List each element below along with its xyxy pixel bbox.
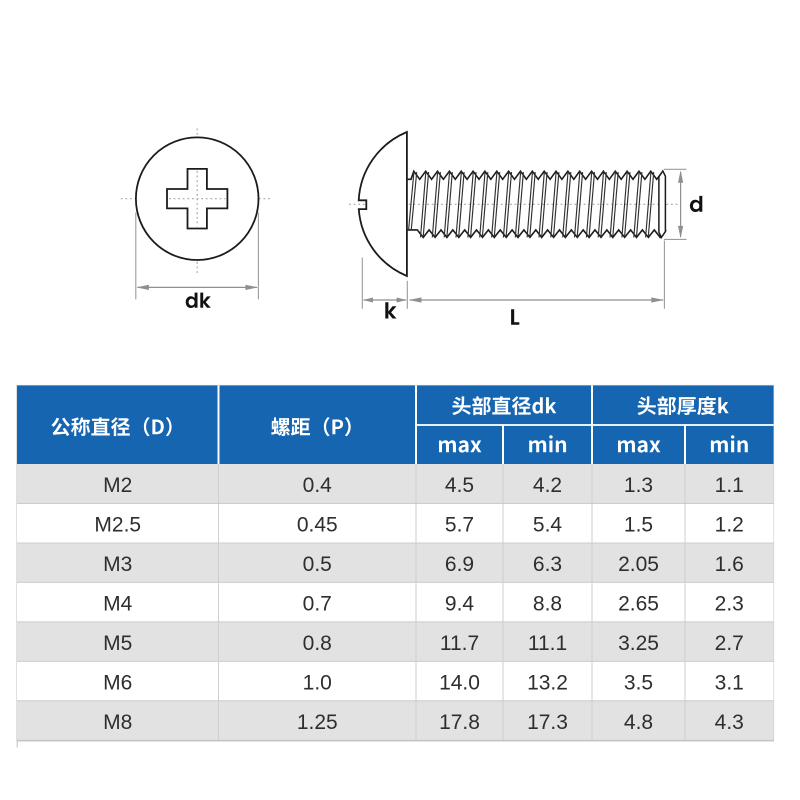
svg-text:6.9: 6.9: [445, 553, 474, 576]
svg-text:5.7: 5.7: [445, 514, 474, 537]
svg-text:1.0: 1.0: [303, 672, 332, 695]
svg-text:M2.5: M2.5: [94, 514, 141, 537]
svg-text:3.25: 3.25: [618, 632, 659, 655]
svg-text:2.3: 2.3: [715, 593, 744, 616]
svg-text:14.0: 14.0: [439, 672, 480, 695]
svg-text:17.8: 17.8: [439, 711, 480, 734]
svg-text:1.5: 1.5: [624, 514, 653, 537]
svg-text:1.6: 1.6: [715, 553, 744, 576]
svg-text:4.2: 4.2: [533, 474, 562, 497]
svg-text:11.7: 11.7: [440, 632, 479, 655]
svg-text:9.4: 9.4: [445, 593, 475, 616]
svg-text:2.05: 2.05: [618, 553, 659, 576]
svg-text:4.3: 4.3: [715, 711, 744, 734]
svg-text:1.2: 1.2: [715, 514, 744, 537]
svg-text:M6: M6: [103, 672, 132, 695]
svg-text:M2: M2: [103, 474, 132, 497]
svg-text:11.1: 11.1: [528, 632, 567, 655]
svg-text:3.1: 3.1: [715, 672, 744, 695]
svg-text:0.7: 0.7: [303, 593, 332, 616]
svg-text:M8: M8: [103, 711, 132, 734]
svg-text:4.8: 4.8: [624, 711, 653, 734]
svg-text:M4: M4: [103, 593, 132, 616]
svg-text:2.7: 2.7: [715, 632, 744, 655]
svg-text:1.1: 1.1: [715, 474, 744, 497]
svg-text:3.5: 3.5: [624, 672, 653, 695]
svg-text:6.3: 6.3: [533, 553, 562, 576]
svg-text:17.3: 17.3: [527, 711, 568, 734]
svg-text:0.8: 0.8: [303, 632, 332, 655]
svg-text:1.25: 1.25: [297, 711, 338, 734]
svg-text:8.8: 8.8: [533, 593, 562, 616]
svg-text:13.2: 13.2: [527, 672, 568, 695]
svg-text:4.5: 4.5: [445, 474, 474, 497]
svg-text:5.4: 5.4: [533, 514, 563, 537]
svg-text:2.65: 2.65: [618, 593, 659, 616]
svg-text:M5: M5: [103, 632, 132, 655]
svg-text:0.5: 0.5: [303, 553, 332, 576]
svg-text:0.4: 0.4: [303, 474, 333, 497]
svg-text:1.3: 1.3: [624, 474, 653, 497]
svg-text:M3: M3: [103, 553, 132, 576]
svg-text:0.45: 0.45: [297, 514, 338, 537]
